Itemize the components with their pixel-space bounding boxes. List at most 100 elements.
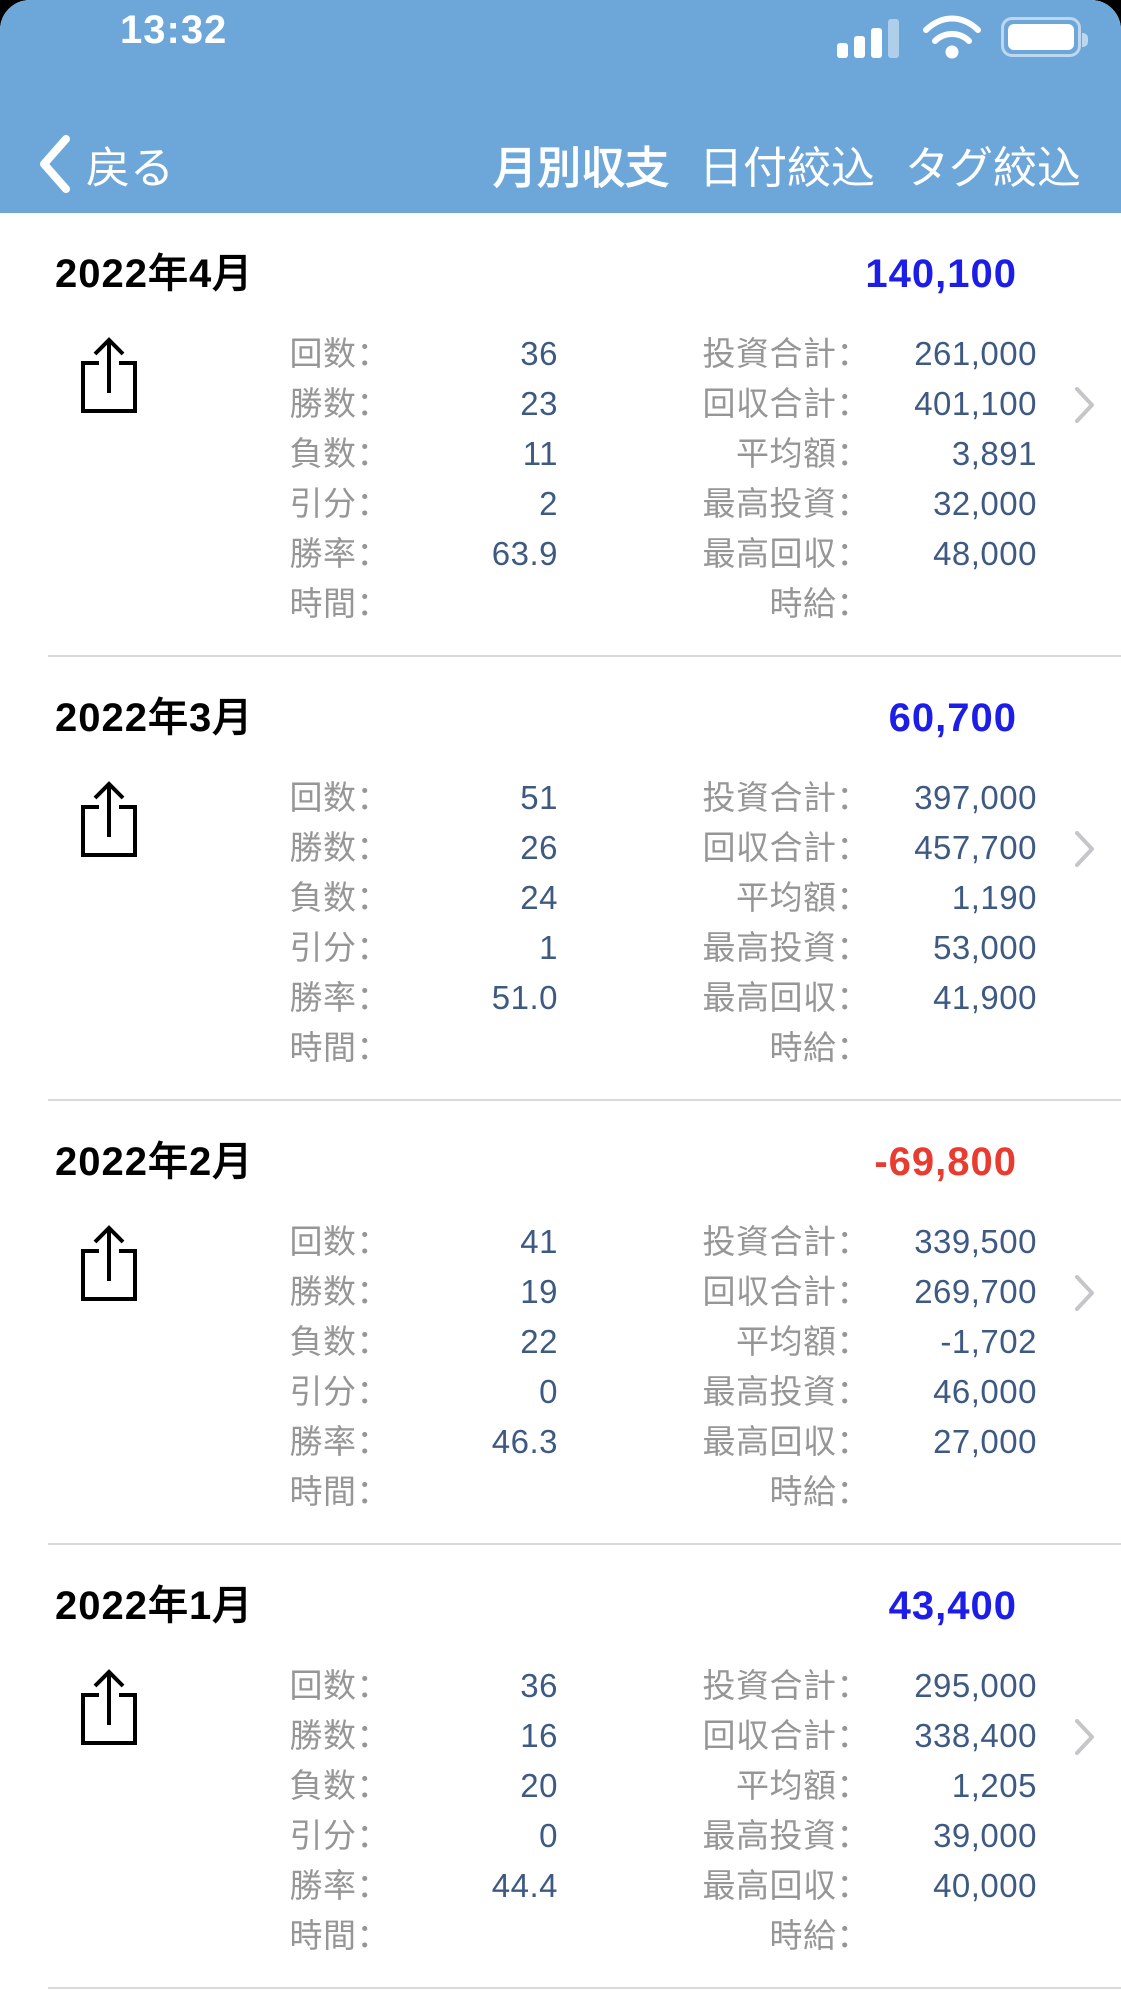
stat-label: 回数：: [289, 335, 390, 372]
battery-tip: [1082, 33, 1088, 47]
back-label: 戻る: [86, 144, 174, 193]
stat-label: 最高回収：: [702, 979, 870, 1016]
stat-value: -1,702: [940, 1323, 1037, 1360]
stat-value: [390, 1467, 558, 1517]
stat-label: 負数：: [289, 435, 390, 472]
month-summary-card[interactable]: 2022年2月 -69,800 回数： 41 投資合計： 339,500 勝数： 19 回収…: [0, 1101, 1121, 1545]
stat-label: 勝数：: [289, 1273, 390, 1310]
stat-value: 40,000: [933, 1867, 1037, 1904]
stat-label: 投資合計：: [702, 779, 870, 816]
battery-fill: [1008, 24, 1074, 50]
month-summary-card[interactable]: 2022年4月 140,100 回数： 36 投資合計： 261,000 勝数： 23 回収…: [0, 213, 1121, 657]
stat-label: 負数：: [289, 1323, 390, 1360]
stat-label: 勝数：: [289, 1717, 390, 1754]
month-title: 2022年1月: [55, 1584, 254, 1628]
stat-label: 平均額：: [736, 1323, 870, 1360]
stat-label: 勝率：: [289, 535, 390, 572]
tab-tag-filter[interactable]: タグ絞込: [905, 144, 1081, 193]
month-header: 2022年4月 140,100: [0, 241, 1121, 296]
battery-icon: [1001, 17, 1088, 57]
stat-label: 時給：: [769, 1029, 870, 1066]
stat-value: 44.4: [491, 1867, 558, 1904]
stat-label: 回数：: [289, 1223, 390, 1260]
stat-label: 最高投資：: [702, 1817, 870, 1854]
stat-value: 2: [539, 485, 558, 522]
stat-value: 1,205: [951, 1767, 1037, 1804]
stat-value: 0: [539, 1817, 558, 1854]
stat-label: 最高投資：: [702, 485, 870, 522]
stat-value: [870, 579, 1037, 629]
stat-value: 0: [539, 1373, 558, 1410]
stat-value: 11: [522, 435, 558, 472]
stat-value: 51.0: [491, 979, 558, 1016]
stat-value: 338,400: [914, 1717, 1037, 1754]
tab-date-filter[interactable]: 日付絞込: [699, 144, 875, 193]
nav-row: 戻る 月別収支 日付絞込 タグ絞込: [0, 131, 1121, 197]
share-icon[interactable]: [78, 1223, 140, 1303]
stat-label: 回収合計：: [702, 1273, 870, 1310]
stat-value: 51: [520, 779, 558, 816]
month-total: -69,800: [874, 1140, 1017, 1184]
status-bar: 13:32: [0, 6, 1121, 62]
tab-monthly-balance[interactable]: 月別収支: [493, 144, 669, 193]
month-header: 2022年1月 43,400: [0, 1573, 1121, 1628]
month-summary-card[interactable]: 2022年1月 43,400 回数： 36 投資合計： 295,000 勝数： 16 回収合…: [0, 1545, 1121, 1989]
stat-value: [390, 1023, 558, 1073]
stat-value: 41: [520, 1223, 558, 1260]
status-time: 13:32: [120, 8, 228, 52]
month-header: 2022年2月 -69,800: [0, 1129, 1121, 1184]
month-stats: 回数： 51 投資合計： 397,000 勝数： 26 回収合計： 457,700 負数： 24 平…: [0, 773, 1121, 1099]
month-stats: 回数： 41 投資合計： 339,500 勝数： 19 回収合計： 269,700 負数： 22 平…: [0, 1217, 1121, 1543]
stat-label: 引分：: [289, 929, 390, 966]
stat-label: 最高投資：: [702, 1373, 870, 1410]
stat-label: 時間：: [289, 585, 390, 622]
stats-grid: 回数： 41 投資合計： 339,500 勝数： 19 回収合計： 269,700 負数： 22 平…: [55, 1217, 1037, 1517]
stat-label: 引分：: [289, 485, 390, 522]
stat-label: 最高回収：: [702, 1867, 870, 1904]
month-total: 60,700: [888, 696, 1017, 740]
stat-value: 22: [520, 1323, 558, 1360]
signal-icon: [837, 19, 899, 58]
stat-value: 1,190: [951, 879, 1037, 916]
stat-value: 20: [520, 1767, 558, 1804]
stat-value: 63.9: [491, 535, 558, 572]
stat-value: 53,000: [933, 929, 1037, 966]
chevron-right-icon[interactable]: [1075, 387, 1095, 423]
stat-label: 勝率：: [289, 979, 390, 1016]
month-total: 43,400: [888, 1584, 1017, 1628]
month-summary-card[interactable]: 2022年3月 60,700 回数： 51 投資合計： 397,000 勝数： 26 回収合…: [0, 657, 1121, 1101]
month-title: 2022年2月: [55, 1140, 254, 1184]
stat-value: 295,000: [914, 1667, 1037, 1704]
share-icon[interactable]: [78, 1667, 140, 1747]
stat-label: 引分：: [289, 1373, 390, 1410]
share-icon[interactable]: [78, 335, 140, 415]
stat-value: 46.3: [491, 1423, 558, 1460]
share-icon[interactable]: [78, 779, 140, 859]
stats-grid: 回数： 51 投資合計： 397,000 勝数： 26 回収合計： 457,700 負数： 24 平…: [55, 773, 1037, 1073]
stat-value: [390, 1911, 558, 1961]
stat-label: 勝率：: [289, 1423, 390, 1460]
stat-label: 投資合計：: [702, 1667, 870, 1704]
stat-value: 401,100: [914, 385, 1037, 422]
back-button[interactable]: 戻る: [40, 132, 174, 196]
stat-value: 3,891: [951, 435, 1037, 472]
stat-value: 39,000: [933, 1817, 1037, 1854]
stat-value: 27,000: [933, 1423, 1037, 1460]
month-stats: 回数： 36 投資合計： 295,000 勝数： 16 回収合計： 338,400 負数： 20 平…: [0, 1661, 1121, 1987]
stat-value: 16: [520, 1717, 558, 1754]
stat-value: 397,000: [914, 779, 1037, 816]
chevron-right-icon[interactable]: [1075, 831, 1095, 867]
stat-value: 46,000: [933, 1373, 1037, 1410]
stats-grid: 回数： 36 投資合計： 295,000 勝数： 16 回収合計： 338,400 負数： 20 平…: [55, 1661, 1037, 1961]
stat-value: 41,900: [933, 979, 1037, 1016]
stat-value: 1: [539, 929, 558, 966]
month-stats: 回数： 36 投資合計： 261,000 勝数： 23 回収合計： 401,100 負数： 11 平…: [0, 329, 1121, 655]
month-total: 140,100: [865, 252, 1017, 296]
stat-value: 36: [520, 1667, 558, 1704]
stat-label: 平均額：: [736, 1767, 870, 1804]
chevron-right-icon[interactable]: [1075, 1275, 1095, 1311]
stat-label: 最高回収：: [702, 1423, 870, 1460]
stat-label: 平均額：: [736, 879, 870, 916]
chevron-right-icon[interactable]: [1075, 1719, 1095, 1755]
